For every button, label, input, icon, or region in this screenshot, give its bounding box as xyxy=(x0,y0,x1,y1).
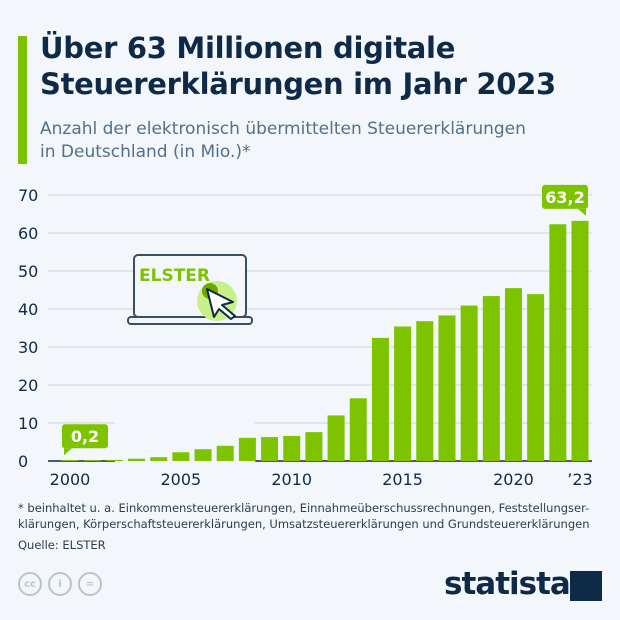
bar-2004 xyxy=(150,457,168,461)
bar-2019 xyxy=(482,296,500,461)
bar-2002 xyxy=(105,459,123,461)
bar-2010 xyxy=(283,435,301,461)
person-icon[interactable]: i xyxy=(48,572,72,596)
x-tick-label: ’23 xyxy=(567,470,592,489)
title-line: Steuererklärungen im Jahr 2023 xyxy=(40,67,556,101)
bar-2003 xyxy=(128,458,146,461)
bar-2000 xyxy=(61,460,79,461)
x-tick-label: 2005 xyxy=(161,470,202,489)
bar-2017 xyxy=(438,315,456,461)
source: Quelle: ELSTER xyxy=(18,538,106,552)
annotation-bubble xyxy=(62,424,108,449)
bar-2013 xyxy=(349,398,367,461)
x-tick-label: 2020 xyxy=(493,470,534,489)
annotation-pointer xyxy=(578,208,586,216)
annotation-bubble xyxy=(542,184,588,209)
bar-2018 xyxy=(460,305,478,461)
bar-2020 xyxy=(504,288,522,461)
elster-label: ELSTER xyxy=(139,266,210,286)
annotation-label: 0,2 xyxy=(71,427,99,446)
bar-2014 xyxy=(371,337,389,461)
chart-title: Über 63 Millionen digitale Steuererkläru… xyxy=(40,30,556,102)
title-accent-bar xyxy=(18,36,27,164)
x-tick-label: 2015 xyxy=(382,470,423,489)
bar-2022 xyxy=(549,224,567,461)
statista-logo[interactable]: statista xyxy=(444,566,571,602)
bar-2021 xyxy=(527,294,545,461)
bar-2006 xyxy=(194,449,212,461)
bar-2008 xyxy=(238,437,256,461)
chart-subtitle: Anzahl der elektronisch übermittelten St… xyxy=(40,118,526,164)
bar-2016 xyxy=(416,321,434,461)
bar-chart: ELSTER 0 10 20 30 40 50 60 70 2000 2005 2010 2015 20… xyxy=(18,184,593,489)
bar-2009 xyxy=(261,437,279,461)
statista-logo-mark xyxy=(570,571,602,601)
y-tick-label: 30 xyxy=(18,338,38,357)
footnote-line: klärungen, Körperschaftsteuererklärungen… xyxy=(18,517,590,531)
cc-icon[interactable]: cc xyxy=(18,572,42,596)
y-tick-label: 40 xyxy=(18,300,38,319)
y-tick-label: 50 xyxy=(18,262,38,281)
y-tick-label: 0 xyxy=(18,452,28,471)
subtitle-line: Anzahl der elektronisch übermittelten St… xyxy=(40,119,526,139)
bar-2001 xyxy=(83,460,101,461)
bar-2012 xyxy=(327,415,345,461)
y-tick-label: 70 xyxy=(18,186,38,205)
laptop-illustration: ELSTER xyxy=(115,254,255,480)
y-tick-label: 60 xyxy=(18,224,38,243)
title-line: Über 63 Millionen digitale xyxy=(40,31,456,65)
x-tick-label: 2010 xyxy=(271,470,312,489)
y-tick-label: 10 xyxy=(18,414,38,433)
x-tick-label: 2000 xyxy=(50,470,91,489)
equals-icon[interactable]: = xyxy=(78,572,102,596)
license-icons: cc i = xyxy=(18,572,102,596)
y-tick-label: 20 xyxy=(18,376,38,395)
bar-2015 xyxy=(394,326,412,461)
subtitle-line: in Deutschland (in Mio.)* xyxy=(40,142,251,162)
footnote-line: * beinhaltet u. a. Einkommensteuererklär… xyxy=(18,501,590,515)
bar-2007 xyxy=(216,445,234,461)
bar-2023 xyxy=(571,220,589,461)
bar-2011 xyxy=(305,432,323,461)
illustration-bg xyxy=(115,410,255,480)
cursor-icon xyxy=(206,288,236,320)
bar-2005 xyxy=(172,452,190,461)
annotation-pointer xyxy=(64,448,72,456)
footnote: * beinhaltet u. a. Einkommensteuererklär… xyxy=(18,500,590,532)
annotation-label: 63,2 xyxy=(545,188,584,207)
